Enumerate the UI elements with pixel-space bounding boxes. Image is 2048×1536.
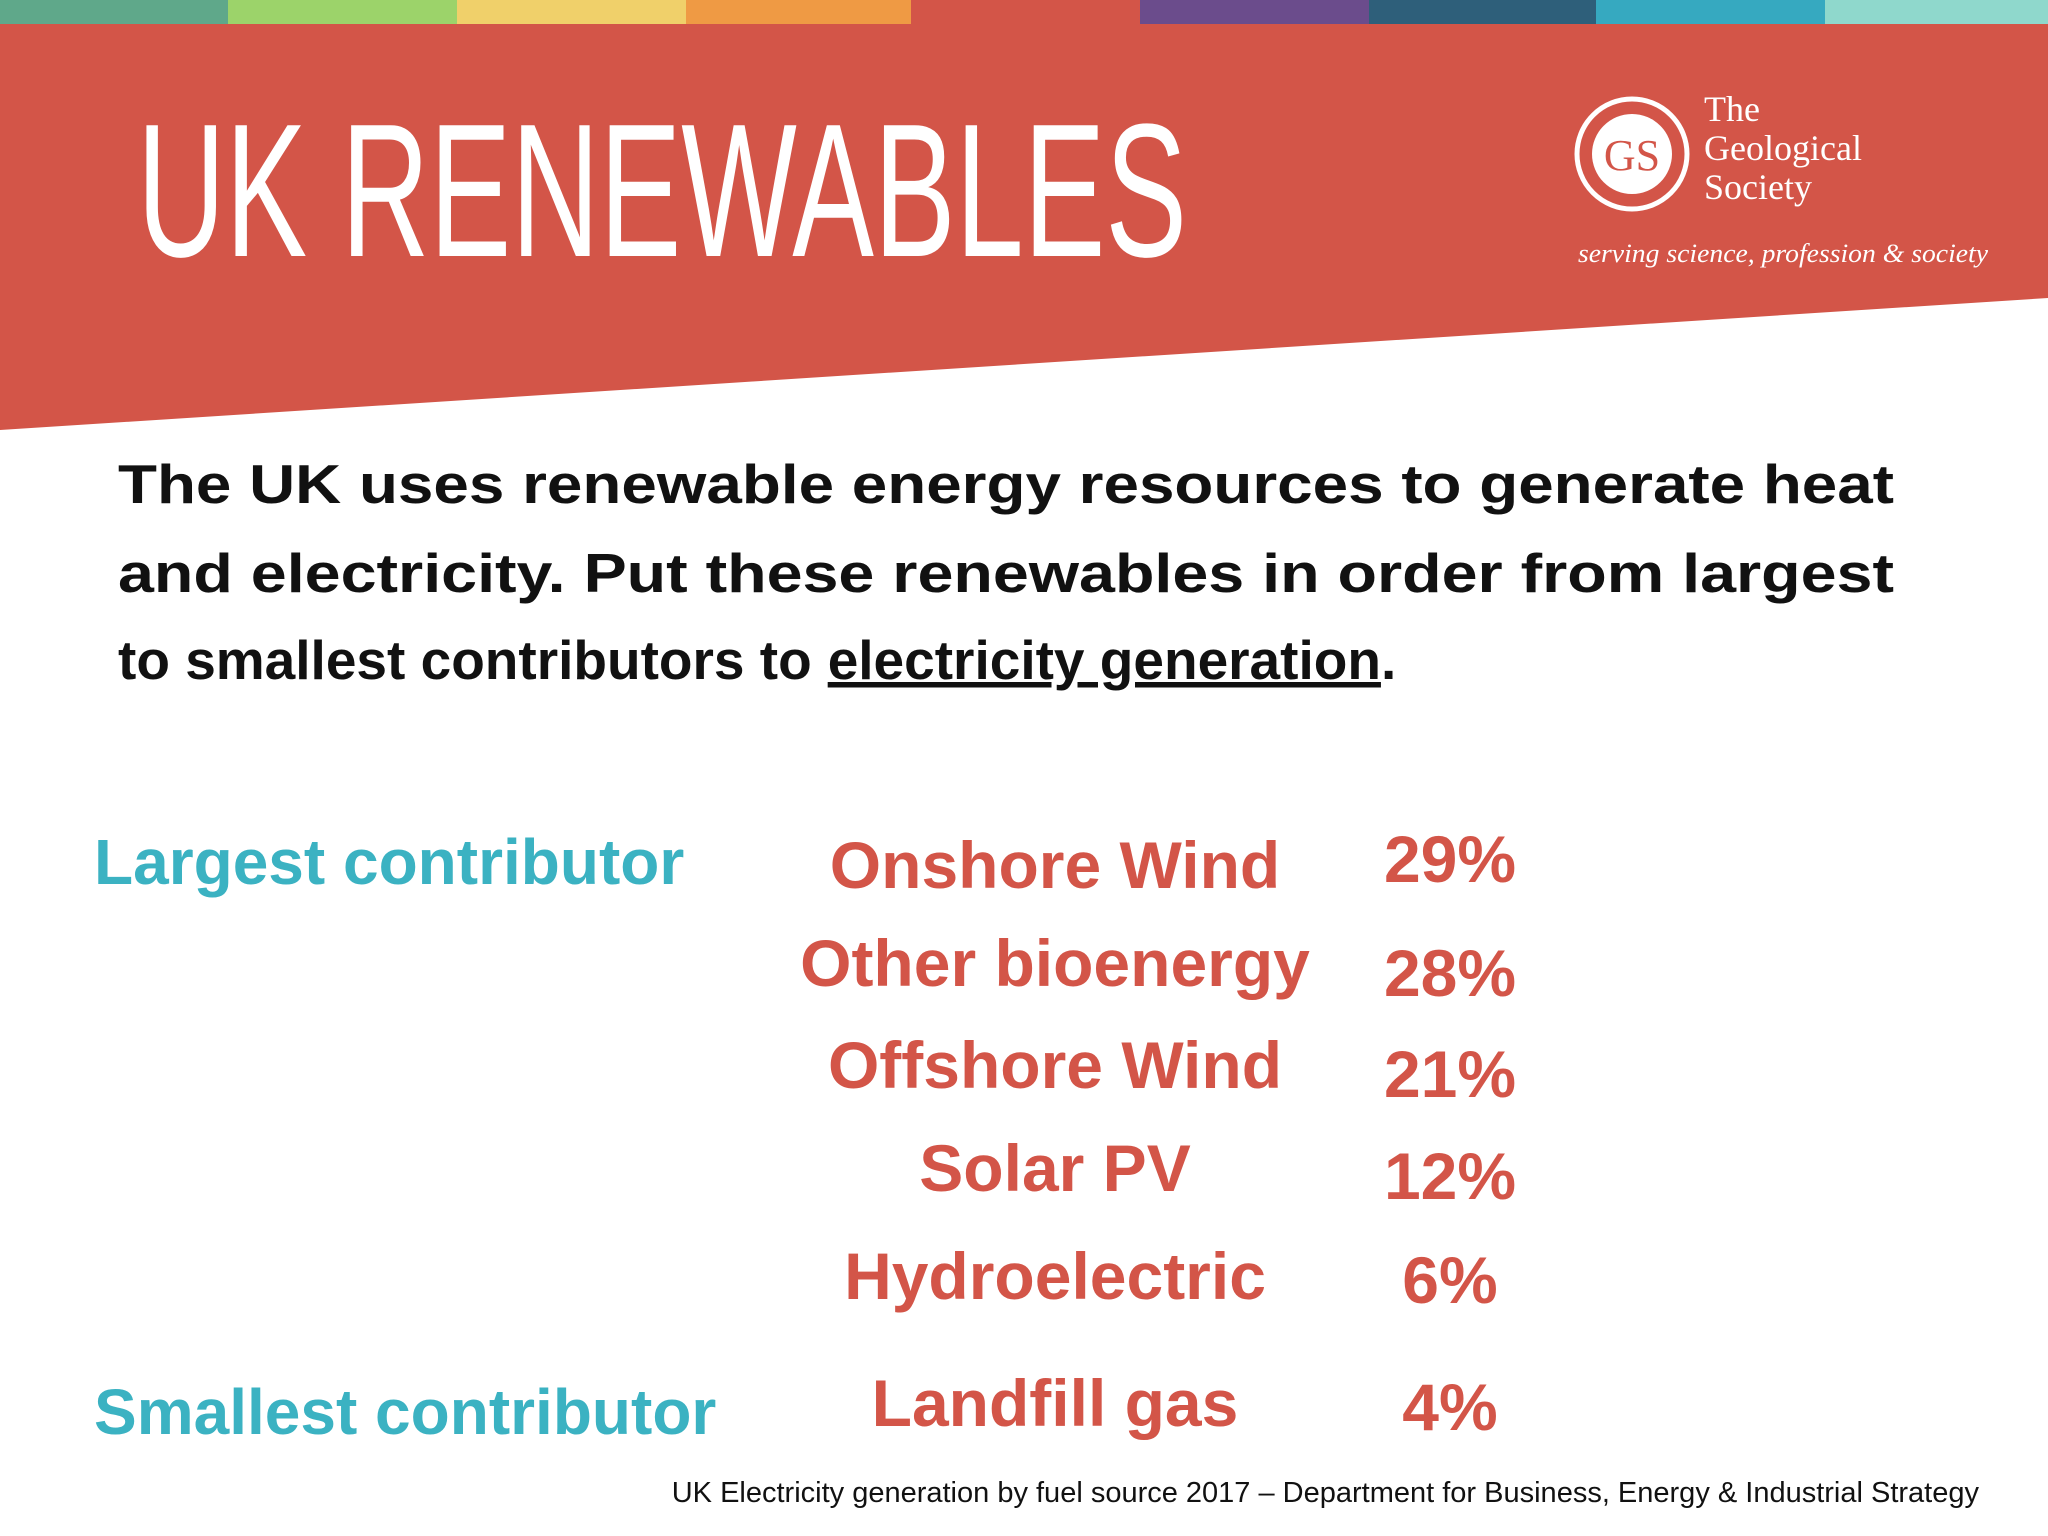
item-share: 6%	[1402, 1243, 1497, 1317]
item-share: 29%	[1384, 822, 1516, 896]
logo: GS The Geological Society serving scienc…	[1574, 89, 1988, 268]
question-line: The UK uses renewable energy resources t…	[118, 453, 1894, 515]
item-name: Offshore Wind	[828, 1028, 1282, 1102]
logo-text: Society	[1704, 167, 1812, 207]
largest-label: Largest contributor	[94, 826, 684, 898]
item-name: Hydroelectric	[844, 1239, 1266, 1313]
question-text: to smallest contributors to	[118, 629, 812, 691]
logo-text: The	[1704, 89, 1760, 129]
smallest-label: Smallest contributor	[94, 1376, 716, 1448]
logo-tagline: serving science, profession & society	[1578, 239, 1988, 268]
item-name: Other bioenergy	[800, 926, 1310, 1000]
item-share: 28%	[1384, 936, 1516, 1010]
item-name: Landfill gas	[872, 1366, 1239, 1440]
svg-text:GS: GS	[1604, 131, 1660, 180]
item-name: Solar PV	[919, 1131, 1190, 1205]
question-underlined: electricity generation	[828, 629, 1381, 691]
item-name: Onshore Wind	[830, 828, 1280, 902]
item-share: 21%	[1384, 1037, 1516, 1111]
color-strip	[0, 0, 2048, 26]
question-line: and electricity. Put these renewables in…	[118, 542, 1894, 604]
question-line: to smallest contributors to electricity g…	[118, 629, 1396, 691]
item-share: 12%	[1384, 1139, 1516, 1213]
item-share: 4%	[1402, 1370, 1497, 1444]
source: UK Electricity generation by fuel source…	[672, 1477, 1980, 1509]
title: UK RENEWABLES	[137, 85, 1187, 297]
items: Onshore Wind 29% Other bioenergy 28% Offshor…	[800, 822, 1516, 1444]
logo-text: Geological	[1704, 128, 1862, 168]
question-end: .	[1381, 629, 1396, 691]
banner	[0, 24, 2048, 430]
